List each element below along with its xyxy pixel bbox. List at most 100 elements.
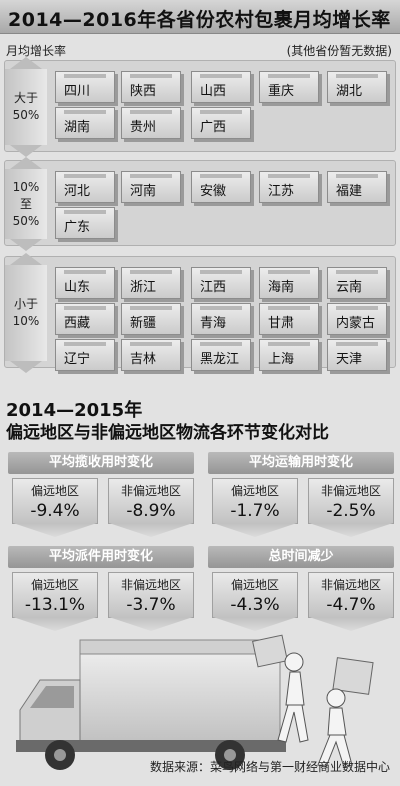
down-arrow-icon bbox=[13, 523, 97, 537]
province-box: 四川 bbox=[55, 71, 115, 103]
truck-wheel-front-hub bbox=[54, 749, 66, 761]
province-name: 云南 bbox=[336, 280, 363, 295]
y-axis-label: 月均增长率 bbox=[6, 44, 67, 58]
arrow-up-icon bbox=[10, 253, 42, 265]
province-name: 新疆 bbox=[130, 316, 157, 331]
province-name: 四川 bbox=[64, 84, 91, 99]
group-range-label: 10% 至 50% bbox=[12, 179, 40, 228]
province-box: 湖北 bbox=[327, 71, 387, 103]
province-name: 天津 bbox=[336, 352, 363, 367]
series-name: 偏远地区 bbox=[230, 578, 279, 592]
province-box: 甘肃 bbox=[259, 303, 319, 335]
truck-wheel-rear-hub bbox=[224, 749, 236, 761]
data-note: (其他省份暂无数据) bbox=[286, 44, 392, 58]
province-name: 广东 bbox=[64, 220, 91, 235]
series-name: 偏远地区 bbox=[230, 484, 279, 498]
province-name: 甘肃 bbox=[268, 316, 295, 331]
province-box: 河北 bbox=[55, 171, 115, 203]
province-box: 山东 bbox=[55, 267, 115, 299]
province-box: 青海 bbox=[191, 303, 251, 335]
value-box: 偏远地区 -9.4% bbox=[12, 478, 98, 537]
value-label: -9.4% bbox=[30, 501, 80, 521]
group-range-label: 大于 50% bbox=[12, 91, 40, 122]
province-box: 上海 bbox=[259, 339, 319, 371]
down-arrow-icon bbox=[109, 523, 193, 537]
down-arrow-icon bbox=[213, 523, 297, 537]
province-name: 山西 bbox=[200, 84, 227, 99]
series-name: 非偏远地区 bbox=[320, 484, 381, 498]
province-group-1: 10% 至 50% 河北 河南 安徽 江苏 福建广东 bbox=[4, 157, 396, 251]
panel-header: 总时间减少 bbox=[208, 546, 394, 568]
main-title: 2014—2016年各省份农村包裹月均增长率 bbox=[8, 9, 391, 31]
province-box: 云南 bbox=[327, 267, 387, 299]
province-name: 陕西 bbox=[130, 84, 157, 99]
arrow-down-icon bbox=[10, 145, 42, 157]
province-box: 贵州 bbox=[121, 107, 181, 139]
province-name: 河北 bbox=[64, 184, 91, 199]
province-box: 江西 bbox=[191, 267, 251, 299]
value-label: -8.9% bbox=[126, 501, 176, 521]
worker-figure-2 bbox=[317, 688, 353, 768]
value-box: 非偏远地区 -8.9% bbox=[108, 478, 194, 537]
province-box: 安徽 bbox=[191, 171, 251, 203]
arrow-up-icon bbox=[10, 157, 42, 169]
value-label: -4.3% bbox=[230, 595, 280, 615]
province-box: 重庆 bbox=[259, 71, 319, 103]
arrow-down-icon bbox=[10, 361, 42, 373]
province-box: 福建 bbox=[327, 171, 387, 203]
down-arrow-icon bbox=[309, 523, 393, 537]
province-name: 湖北 bbox=[336, 84, 363, 99]
truck-roof-shade bbox=[79, 639, 281, 655]
value-box: 偏远地区 -13.1% bbox=[12, 572, 98, 631]
province-name: 江苏 bbox=[268, 184, 295, 199]
province-box: 天津 bbox=[327, 339, 387, 371]
data-source: 数据来源：菜鸟网络与第一财经商业数据中心 bbox=[149, 760, 390, 774]
arrow-down-icon bbox=[10, 239, 42, 251]
value-label: -4.7% bbox=[326, 595, 376, 615]
arrow-up-icon bbox=[10, 57, 42, 69]
section2-title-line1: 2014—2015年 bbox=[6, 400, 143, 421]
series-name: 偏远地区 bbox=[30, 484, 79, 498]
province-name: 安徽 bbox=[200, 184, 227, 199]
series-name: 非偏远地区 bbox=[320, 578, 381, 592]
main-title-bar: 2014—2016年各省份农村包裹月均增长率 bbox=[0, 0, 400, 34]
province-name: 山东 bbox=[64, 280, 91, 295]
truck-window bbox=[30, 686, 74, 708]
series-name: 偏远地区 bbox=[30, 578, 79, 592]
group-range-arrow: 小于 10% bbox=[5, 253, 47, 373]
package-box-2 bbox=[332, 657, 374, 695]
province-name: 重庆 bbox=[268, 84, 295, 99]
province-box: 广西 bbox=[191, 107, 251, 139]
truck-cargo-box bbox=[79, 639, 281, 751]
province-box: 浙江 bbox=[121, 267, 181, 299]
province-group-2: 小于 10% 山东 浙江 江西 海南 云南 西藏 新疆 青海 甘肃 内蒙古 辽宁 吉林 黑龙江 上海 天津 bbox=[4, 253, 396, 373]
province-name: 贵州 bbox=[130, 120, 157, 135]
province-box: 新疆 bbox=[121, 303, 181, 335]
province-name: 吉林 bbox=[130, 352, 157, 367]
province-name: 广西 bbox=[200, 120, 227, 135]
panel-header: 平均运输用时变化 bbox=[208, 452, 394, 474]
province-name: 浙江 bbox=[130, 280, 157, 295]
province-box: 陕西 bbox=[121, 71, 181, 103]
package-box-1 bbox=[252, 634, 288, 668]
value-box: 非偏远地区 -2.5% bbox=[308, 478, 394, 537]
panel-header: 平均派件用时变化 bbox=[8, 546, 194, 568]
province-box: 河南 bbox=[121, 171, 181, 203]
value-box: 偏远地区 -1.7% bbox=[212, 478, 298, 537]
panel-header: 平均揽收用时变化 bbox=[8, 452, 194, 474]
value-label: -3.7% bbox=[126, 595, 176, 615]
province-box: 广东 bbox=[55, 207, 115, 239]
truck-illustration bbox=[16, 634, 374, 770]
value-label: -1.7% bbox=[230, 501, 280, 521]
province-name: 湖南 bbox=[64, 120, 91, 135]
province-box: 吉林 bbox=[121, 339, 181, 371]
province-name: 上海 bbox=[268, 352, 295, 367]
value-label: -13.1% bbox=[24, 595, 86, 615]
section2-title-line2: 偏远地区与非偏远地区物流各环节变化对比 bbox=[6, 423, 329, 443]
group-range-arrow: 10% 至 50% bbox=[5, 157, 47, 251]
province-name: 河南 bbox=[130, 184, 157, 199]
province-name: 辽宁 bbox=[64, 352, 91, 367]
province-name: 江西 bbox=[200, 280, 227, 295]
province-name: 内蒙古 bbox=[336, 316, 376, 331]
worker-figure-1 bbox=[277, 652, 309, 743]
